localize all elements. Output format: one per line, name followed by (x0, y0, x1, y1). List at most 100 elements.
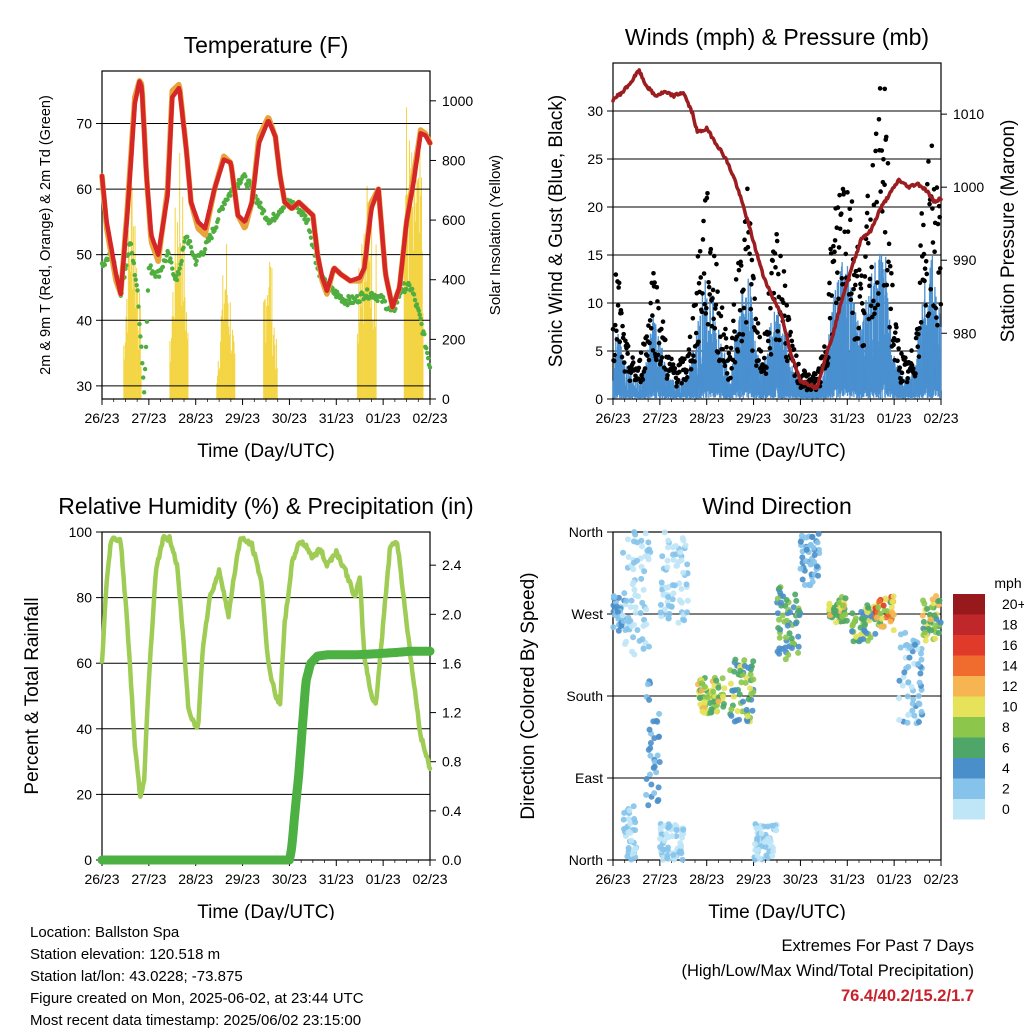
wind-gust-point (878, 189, 883, 194)
wind-direction-point (905, 712, 912, 719)
wind-direction-point (921, 629, 928, 636)
wind-gust-point (710, 296, 715, 301)
wind-direction-point (926, 611, 933, 618)
wind-gust-point (837, 226, 843, 232)
wind-gust-point (650, 348, 656, 353)
humidity-y2tick-label: 0.8 (442, 754, 462, 770)
colorbar-swatch (953, 717, 985, 738)
wind-direction-point (707, 709, 714, 716)
wind-gust-point (715, 350, 721, 355)
colorbar-swatch (953, 778, 985, 799)
direction-ytick-label: North (569, 852, 603, 868)
wind-gust-point (850, 310, 855, 316)
wind-direction-point (876, 598, 883, 605)
dewpoint-point (305, 217, 311, 222)
wind-gust-point (796, 361, 801, 367)
wind-gust-point (711, 253, 717, 259)
wind-direction-point (665, 537, 672, 544)
wind-direction-point (655, 784, 662, 791)
wind-direction-point (764, 823, 771, 830)
wind-gust-point (755, 330, 760, 335)
wind-gust-point (753, 316, 759, 322)
wind-gust-point (756, 358, 761, 363)
wind-gust-point (921, 251, 927, 257)
wind-gust-point (736, 267, 742, 273)
wind-direction-point (622, 641, 629, 648)
wind-gust-point (882, 182, 887, 188)
wind-direction-point (669, 582, 676, 589)
wind-gust-point (831, 243, 836, 249)
wind-gust-point (858, 281, 863, 287)
wind-gust-point (841, 189, 847, 195)
wind-direction-point (631, 586, 638, 593)
wind-gust-point (822, 344, 827, 349)
wind-direction-point (657, 609, 664, 616)
wind-direction-point (684, 561, 691, 568)
wind-direction-point (670, 856, 677, 863)
wind-direction-point (670, 556, 677, 563)
direction-xtick-label: 26/23 (595, 871, 630, 887)
wind-direction-point (743, 706, 750, 713)
wind-gust-point (745, 244, 751, 250)
humidity-ytick-label: 20 (76, 786, 92, 802)
wind-direction-point (932, 635, 939, 642)
wind-gust-point (644, 334, 650, 339)
wind-gust-point (619, 354, 625, 360)
wind-direction-point (842, 595, 849, 602)
wind-gust-point (845, 190, 850, 195)
wind-direction-point (654, 752, 661, 759)
wind-gust-point (768, 352, 774, 357)
station-latlon: Station lat/lon: 43.0228; -73.875 (30, 968, 243, 985)
humidity-y2tick-label: 0.4 (442, 803, 462, 819)
wind-gust-point (655, 299, 660, 304)
wind-gust-point (662, 337, 668, 343)
wind-gust-point (896, 346, 901, 351)
wind-direction-point (908, 684, 915, 691)
dewpoint-point (144, 319, 150, 324)
wind-gust-point (930, 206, 935, 211)
wind-gust-point (705, 321, 711, 327)
dewpoint-point (357, 299, 362, 304)
wind-gust-point (927, 201, 932, 207)
colorbar-swatch (953, 614, 985, 635)
dewpoint-point (347, 297, 352, 302)
wind-direction-point (790, 604, 797, 611)
wind-gust-point (633, 373, 638, 379)
colorbar-label: 4 (1002, 760, 1010, 776)
dewpoint-point (238, 180, 243, 185)
winds-title: Winds (mph) & Pressure (mb) (625, 24, 929, 50)
winds-ytick-label: 5 (595, 343, 603, 359)
wind-gust-point (647, 340, 652, 346)
wind-gust-point (790, 343, 795, 349)
temperature-ylabel: 2m & 9m T (Red, Orange) & 2m Td (Green) (38, 95, 54, 375)
wind-gust-point (918, 320, 924, 325)
wind-gust-point (648, 325, 654, 331)
wind-gust-point (745, 186, 750, 192)
wind-gust-point (658, 358, 664, 364)
wind-gust-point (723, 326, 728, 332)
wind-direction-point (795, 643, 802, 650)
wind-gust-point (832, 238, 838, 243)
dewpoint-point (243, 174, 248, 179)
wind-direction-point (621, 825, 628, 832)
wind-direction-point (641, 568, 648, 575)
wind-direction-point (776, 634, 783, 641)
dewpoint-point (308, 235, 314, 240)
wind-gust-point (861, 343, 867, 348)
wind-direction-point (795, 633, 802, 640)
wind-gust-point (868, 217, 873, 222)
wind-gust-point (650, 313, 655, 318)
wind-direction-point (858, 615, 865, 622)
wind-direction-point (731, 668, 738, 675)
dewpoint-point (139, 344, 144, 349)
wind-gust-point (773, 265, 778, 270)
wind-direction-point (792, 591, 799, 598)
wind-direction-point (643, 791, 650, 798)
wind-gust-point (783, 354, 789, 360)
wind-gust-point (905, 376, 910, 381)
wind-direction-point (646, 696, 653, 703)
wind-gust-point (701, 218, 706, 224)
wind-gust-point (674, 384, 679, 389)
wind-direction-point (809, 578, 816, 585)
wind-gust-point (769, 270, 774, 276)
